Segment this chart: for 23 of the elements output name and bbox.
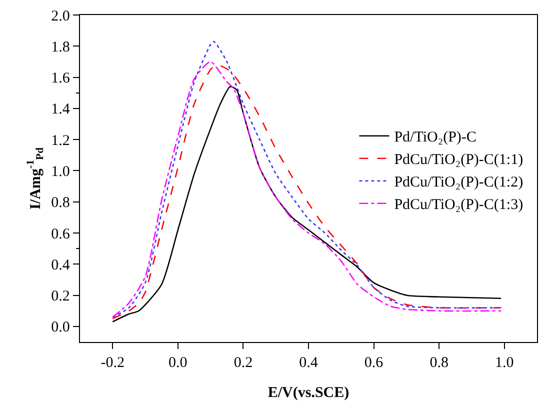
y-tick-label: 1.8 — [51, 39, 70, 56]
x-axis-title: E/V(vs.SCE) — [268, 385, 350, 402]
y-tick-label: 0.4 — [51, 257, 70, 274]
y-tick-label: 0.0 — [51, 320, 70, 336]
y-tick-label: 0.2 — [51, 288, 70, 305]
x-tick-label: 0.6 — [364, 355, 384, 372]
x-tick-label: -0.2 — [100, 355, 125, 372]
x-tick-label: 0.2 — [234, 355, 253, 372]
y-tick-label: 1.6 — [51, 70, 70, 87]
y-tick-label: 2.0 — [51, 8, 70, 24]
legend-label: PdCu/TiO₂(P)-C(1:1) — [394, 152, 524, 168]
x-tick-label: 1.0 — [494, 355, 514, 372]
y-tick-label: 1.4 — [51, 102, 70, 118]
x-tick-label: 0.8 — [430, 355, 448, 372]
y-tick-label: 0.6 — [51, 226, 70, 242]
y-tick-label: 0.8 — [51, 195, 70, 212]
legend-label: PdCu/TiO₂(P)-C(1:2) — [394, 174, 524, 191]
x-tick-label: 0.4 — [299, 355, 318, 372]
legend-label: PdCu/TiO₂(P)-C(1:3) — [394, 197, 524, 214]
y-tick-label: 1.2 — [51, 132, 70, 149]
x-tick-label: 0.0 — [168, 355, 188, 372]
y-tick-label: 1.0 — [51, 164, 70, 180]
legend-label: Pd/TiO₂(P)-C — [394, 130, 476, 146]
